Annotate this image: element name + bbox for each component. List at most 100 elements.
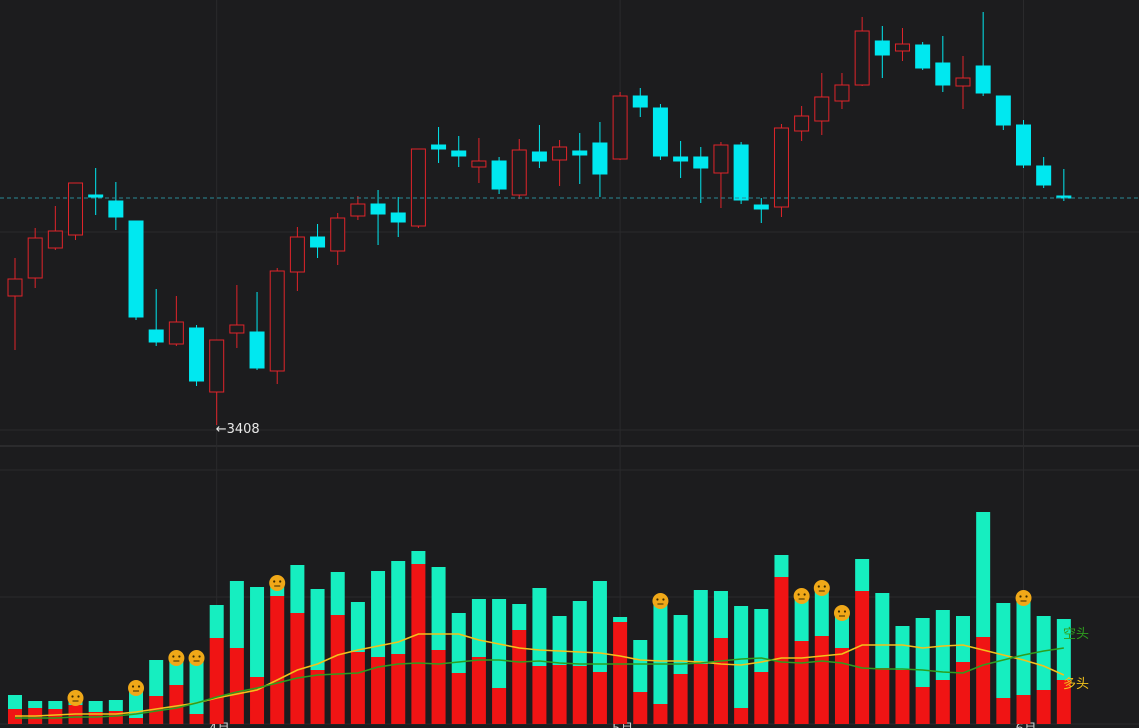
candle-body (310, 236, 326, 248)
signal-face (188, 650, 205, 666)
signal-face (168, 650, 185, 666)
x-tick-label: 4月 (209, 722, 230, 728)
volume-bar (552, 665, 567, 724)
signal-eye (803, 593, 806, 596)
volume-bar (431, 650, 446, 724)
volume-bar (88, 712, 103, 724)
candle-body (410, 148, 426, 227)
volume-bar (1056, 619, 1071, 680)
volume-bar (794, 598, 809, 641)
signal-face (67, 690, 84, 706)
candle-body (88, 194, 104, 198)
candle-body (673, 156, 689, 162)
candle-body (592, 142, 608, 175)
volume-bar (290, 613, 305, 724)
volume-bar (532, 588, 547, 666)
candle-body (652, 107, 668, 157)
volume-bar (915, 687, 930, 724)
volume-bar (935, 610, 950, 680)
volume-bar (250, 677, 265, 724)
volume-bar (411, 551, 426, 564)
candle-body (7, 278, 23, 297)
volume-bar (592, 581, 607, 672)
candle-body (511, 149, 527, 196)
volume-bar (371, 657, 386, 724)
volume-bar (875, 593, 890, 668)
candle-body (168, 321, 184, 345)
candle-body (269, 270, 285, 372)
signal-face (652, 593, 669, 609)
candle-body (975, 65, 991, 94)
signal-face (793, 588, 810, 604)
volume-bar (633, 692, 648, 724)
volume-bar (955, 616, 970, 662)
volume-bar (169, 660, 184, 685)
x-tick-label: 6月 (1016, 722, 1037, 728)
volume-bar (613, 617, 628, 622)
signal-marker (188, 650, 205, 666)
volume-bar (250, 587, 265, 677)
volume-bar (794, 641, 809, 724)
candle-body (773, 127, 789, 208)
volume-bar (189, 714, 204, 724)
signal-face (1015, 590, 1032, 606)
volume-bar (855, 559, 870, 591)
signal-face (128, 680, 145, 696)
volume-bar (1016, 695, 1031, 724)
volume-bar (996, 603, 1011, 698)
candle-body (289, 236, 305, 273)
annotation: ←3408 (216, 422, 260, 437)
candle-body (1056, 195, 1072, 199)
volume-bar (915, 618, 930, 687)
signal-face (833, 605, 850, 621)
volume-bar (330, 615, 345, 724)
signal-eye (178, 655, 181, 658)
signal-marker (67, 690, 84, 706)
volume-bar (592, 672, 607, 724)
volume-bar (996, 698, 1011, 724)
volume-bar (492, 688, 507, 724)
candle-body (1036, 165, 1052, 186)
candle-body (733, 144, 749, 201)
candle-body (713, 144, 729, 174)
volume-bar (814, 590, 829, 636)
signal-eye (823, 585, 826, 588)
x-tick-label: 5月 (612, 722, 633, 728)
candle-body (874, 40, 890, 56)
signal-eye (172, 655, 175, 658)
volume-bar (290, 565, 305, 613)
volume-bar (451, 613, 466, 673)
volume-bar (229, 581, 244, 648)
candle-body (794, 115, 810, 132)
volume-bar (209, 638, 224, 724)
volume-bar (371, 571, 386, 657)
signal-eye (77, 695, 80, 698)
signal-marker (813, 580, 830, 596)
volume-bar (653, 603, 668, 704)
volume-bar (1016, 600, 1031, 695)
candle-body (995, 95, 1011, 126)
candle-body (350, 203, 366, 217)
volume-bar (431, 567, 446, 650)
signal-eye (837, 610, 841, 613)
volume-bar (8, 695, 22, 709)
volume-bar (48, 709, 63, 724)
volume-bar (774, 577, 789, 724)
volume-bar (673, 615, 688, 674)
volume-bar (572, 601, 587, 666)
volume-bar (1056, 680, 1071, 724)
volume-bar (129, 718, 144, 724)
volume-bar (169, 685, 184, 724)
volume-bar (613, 622, 628, 724)
volume-bar (189, 660, 204, 714)
volume-bar (451, 673, 466, 724)
volume-bar (734, 708, 749, 724)
volume-bar (330, 572, 345, 615)
candle-body (68, 182, 84, 236)
signal-eye (198, 655, 201, 658)
signal-marker (793, 588, 810, 604)
signal-marker (128, 680, 145, 696)
legend-label: 空头 (1063, 627, 1089, 642)
candle-body (531, 151, 547, 162)
